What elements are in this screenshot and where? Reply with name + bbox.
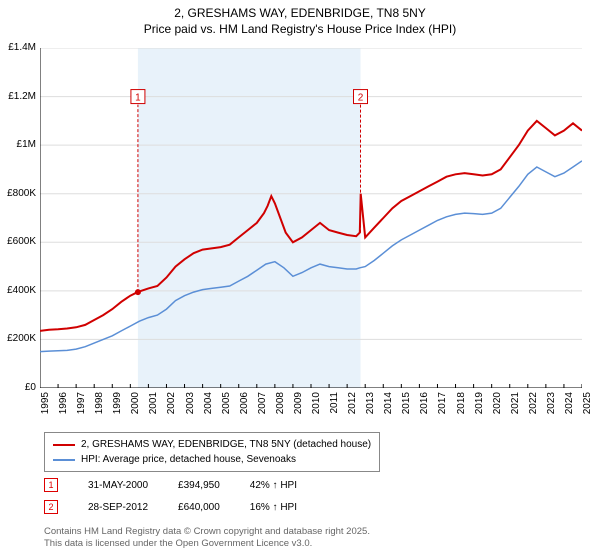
- x-tick-label: 2007: [257, 392, 268, 422]
- transaction-row-1: 1 31-MAY-2000 £394,950 42% ↑ HPI: [44, 478, 297, 492]
- y-tick-label: £0: [0, 382, 36, 393]
- x-tick-label: 2017: [437, 392, 448, 422]
- chart-area: 12: [40, 48, 582, 388]
- x-tick-label: 2016: [419, 392, 430, 422]
- legend-label-red: 2, GRESHAMS WAY, EDENBRIDGE, TN8 5NY (de…: [81, 437, 371, 452]
- marker-badge-1: 1: [44, 478, 58, 492]
- x-tick-label: 2005: [221, 392, 232, 422]
- x-tick-label: 2000: [130, 392, 141, 422]
- legend-label-blue: HPI: Average price, detached house, Seve…: [81, 452, 296, 467]
- footer-line1: Contains HM Land Registry data © Crown c…: [44, 526, 370, 538]
- transaction-price-2: £640,000: [178, 502, 220, 513]
- transaction-delta-2: 16% ↑ HPI: [250, 502, 297, 513]
- legend-swatch-blue: [53, 459, 75, 461]
- x-tick-label: 2006: [239, 392, 250, 422]
- y-tick-label: £800K: [0, 188, 36, 199]
- x-tick-label: 2021: [510, 392, 521, 422]
- x-tick-label: 2023: [546, 392, 557, 422]
- chart-svg: 12: [40, 48, 582, 388]
- transaction-date-1: 31-MAY-2000: [88, 480, 148, 491]
- svg-text:2: 2: [358, 93, 364, 104]
- marker-badge-2: 2: [44, 500, 58, 514]
- x-tick-label: 2010: [311, 392, 322, 422]
- title-block: 2, GRESHAMS WAY, EDENBRIDGE, TN8 5NY Pri…: [0, 0, 600, 37]
- transaction-date-2: 28-SEP-2012: [88, 502, 148, 513]
- transaction-row-2: 2 28-SEP-2012 £640,000 16% ↑ HPI: [44, 500, 297, 514]
- x-tick-label: 2019: [474, 392, 485, 422]
- x-tick-label: 2004: [203, 392, 214, 422]
- legend-swatch-red: [53, 444, 75, 446]
- x-tick-label: 2015: [401, 392, 412, 422]
- chart-container: 2, GRESHAMS WAY, EDENBRIDGE, TN8 5NY Pri…: [0, 0, 600, 560]
- x-tick-label: 2022: [528, 392, 539, 422]
- x-tick-label: 2020: [492, 392, 503, 422]
- y-tick-label: £600K: [0, 236, 36, 247]
- x-tick-label: 2024: [564, 392, 575, 422]
- footer: Contains HM Land Registry data © Crown c…: [44, 526, 370, 551]
- x-tick-label: 2011: [329, 392, 340, 422]
- title-line1: 2, GRESHAMS WAY, EDENBRIDGE, TN8 5NY: [0, 6, 600, 22]
- title-line2: Price paid vs. HM Land Registry's House …: [0, 22, 600, 38]
- y-tick-label: £200K: [0, 333, 36, 344]
- x-tick-label: 2009: [293, 392, 304, 422]
- x-tick-label: 2002: [166, 392, 177, 422]
- x-tick-label: 2001: [148, 392, 159, 422]
- y-tick-label: £1M: [0, 139, 36, 150]
- y-tick-label: £400K: [0, 285, 36, 296]
- x-tick-label: 1997: [76, 392, 87, 422]
- svg-text:1: 1: [135, 93, 141, 104]
- x-tick-label: 2018: [456, 392, 467, 422]
- legend-row-blue: HPI: Average price, detached house, Seve…: [53, 452, 371, 467]
- x-tick-label: 2008: [275, 392, 286, 422]
- x-tick-label: 2012: [347, 392, 358, 422]
- x-tick-label: 1996: [58, 392, 69, 422]
- x-tick-label: 1998: [94, 392, 105, 422]
- legend: 2, GRESHAMS WAY, EDENBRIDGE, TN8 5NY (de…: [44, 432, 380, 472]
- x-tick-label: 2013: [365, 392, 376, 422]
- y-tick-label: £1.4M: [0, 42, 36, 53]
- legend-row-red: 2, GRESHAMS WAY, EDENBRIDGE, TN8 5NY (de…: [53, 437, 371, 452]
- x-tick-label: 2014: [383, 392, 394, 422]
- x-tick-label: 2003: [185, 392, 196, 422]
- y-tick-label: £1.2M: [0, 91, 36, 102]
- x-tick-label: 1999: [112, 392, 123, 422]
- transaction-price-1: £394,950: [178, 480, 220, 491]
- x-tick-label: 2025: [582, 392, 593, 422]
- transaction-delta-1: 42% ↑ HPI: [250, 480, 297, 491]
- x-tick-label: 1995: [40, 392, 51, 422]
- footer-line2: This data is licensed under the Open Gov…: [44, 538, 370, 550]
